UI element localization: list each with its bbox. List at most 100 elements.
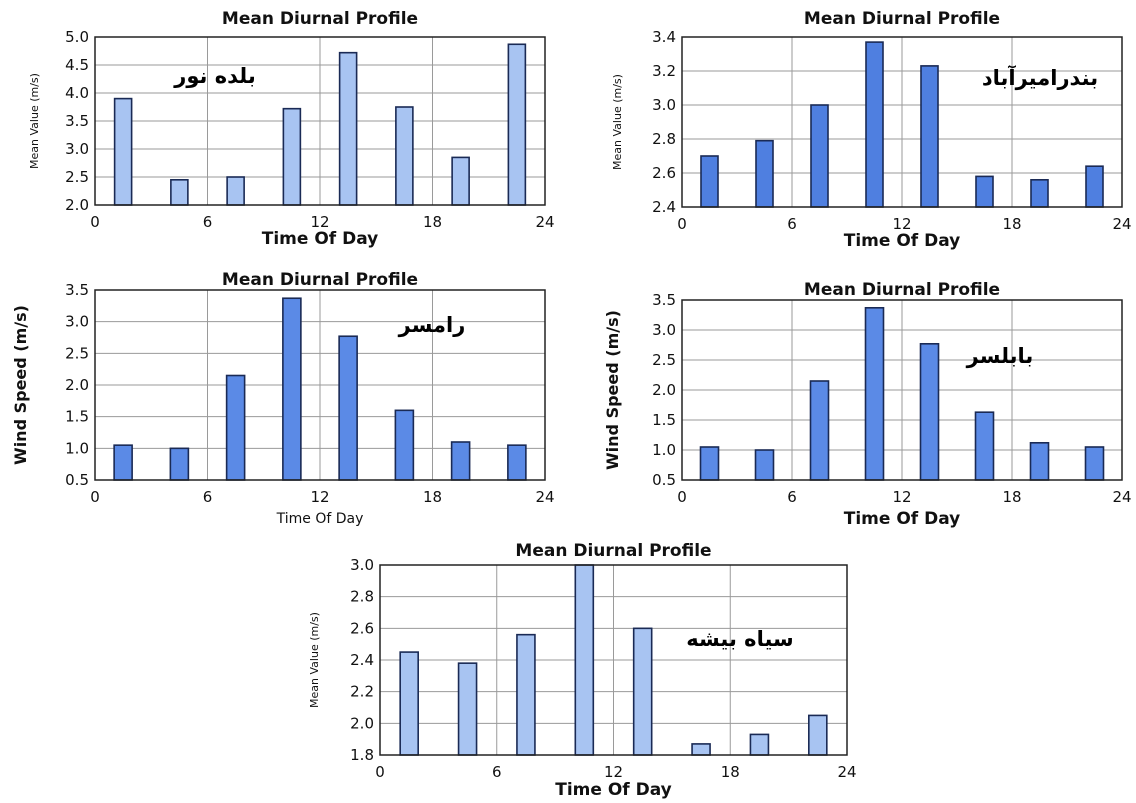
y-tick-label: 3.0 <box>65 140 89 158</box>
chart-panel-4: 0.5 1.0 1.5 2.0 2.5 3.0 3.5 0 6 12 18 24 Mean Diurna… <box>603 280 1132 529</box>
plot-frame <box>94 36 546 206</box>
bar <box>395 106 414 206</box>
plot-frame <box>681 36 1123 208</box>
x-tick-label: 24 <box>1112 488 1131 506</box>
y-axis-label: Mean Value (m/s) <box>611 74 624 170</box>
y-tick-label: 3.2 <box>652 62 676 80</box>
bar <box>225 374 246 481</box>
x-tick-label: 0 <box>90 488 100 506</box>
x-tick-label: 18 <box>1002 488 1021 506</box>
y-axis-label: Mean Value (m/s) <box>28 73 41 169</box>
x-tick-label: 24 <box>837 763 856 781</box>
y-tick-label: 3.4 <box>652 28 676 46</box>
bar <box>457 662 478 756</box>
bar <box>864 306 885 481</box>
y-tick-label: 2.0 <box>350 714 374 732</box>
bar <box>974 411 995 481</box>
x-tick-label: 6 <box>492 763 502 781</box>
bar <box>754 449 775 481</box>
x-tick-label: 24 <box>535 213 554 231</box>
bar <box>1085 165 1104 208</box>
station-name-label: بابلسر <box>966 344 1034 368</box>
bar <box>507 43 527 206</box>
bar <box>169 447 190 481</box>
x-tick-label: 18 <box>423 488 442 506</box>
bar <box>809 380 830 481</box>
y-tick-label: 2.6 <box>350 619 374 637</box>
y-axis-label: Wind Speed (m/s) <box>11 305 30 465</box>
bar <box>755 139 774 208</box>
y-tick-label: 2.5 <box>65 168 89 186</box>
y-tick-label: 3.5 <box>652 291 676 309</box>
y-tick-label: 2.4 <box>350 651 374 669</box>
y-tick-label: 0.5 <box>652 471 676 489</box>
y-tick-label: 3.0 <box>652 96 676 114</box>
y-tick-label: 3.5 <box>65 112 89 130</box>
bar <box>810 104 829 208</box>
y-tick-label: 2.5 <box>652 351 676 369</box>
x-axis-label: Time Of Day <box>555 780 672 800</box>
bar <box>975 175 994 208</box>
y-tick-label: 4.0 <box>65 84 89 102</box>
x-tick-label: 12 <box>892 215 911 233</box>
station-name-label: رامسر <box>398 313 466 337</box>
y-tick-label: 3.0 <box>652 321 676 339</box>
bar <box>507 444 527 481</box>
bar <box>749 733 770 756</box>
y-tick-label: 3.0 <box>350 556 374 574</box>
x-tick-label: 6 <box>787 488 797 506</box>
y-tick-label: 2.5 <box>65 344 89 362</box>
bar <box>170 179 189 206</box>
y-axis-label: Mean Value (m/s) <box>308 612 321 708</box>
chart-panel-3: 0.5 1.0 1.5 2.0 2.5 3.0 3.5 0 6 12 18 24 Mean Diurna… <box>11 270 555 527</box>
x-tick-label: 24 <box>535 488 554 506</box>
y-tick-label: 2.0 <box>652 381 676 399</box>
bar <box>699 446 720 481</box>
y-tick-label: 1.0 <box>65 439 89 457</box>
x-tick-label: 18 <box>721 763 740 781</box>
chart-title: Mean Diurnal Profile <box>222 9 418 29</box>
chart-panel-2: 2.4 2.6 2.8 3.0 3.2 3.4 0 6 12 18 24 Mean Diurnal P… <box>611 9 1132 251</box>
x-axis-label: Time Of Day <box>276 511 364 527</box>
x-axis-label: Time Of Day <box>262 229 379 249</box>
x-tick-label: 0 <box>90 213 100 231</box>
chart-panel-5: 1.8 2.0 2.2 2.4 2.6 2.8 3.0 0 6 12 18 24 Mean Diurna… <box>308 541 857 800</box>
y-tick-label: 1.5 <box>65 408 89 426</box>
y-tick-label: 4.5 <box>65 56 89 74</box>
y-tick-label: 3.5 <box>65 281 89 299</box>
x-tick-label: 24 <box>1112 215 1131 233</box>
y-tick-label: 2.0 <box>65 196 89 214</box>
x-tick-label: 18 <box>423 213 442 231</box>
x-tick-label: 12 <box>310 488 329 506</box>
bar <box>399 651 419 756</box>
bar <box>808 714 828 756</box>
x-tick-label: 0 <box>375 763 385 781</box>
bar <box>1084 446 1105 481</box>
bar <box>1030 179 1049 208</box>
x-axis-label: Time Of Day <box>844 231 961 251</box>
x-tick-label: 12 <box>604 763 623 781</box>
bar <box>700 155 719 208</box>
bar <box>574 564 595 756</box>
station-name-label: سیاه بیشه <box>686 627 793 651</box>
chart-title: Mean Diurnal Profile <box>804 280 1000 300</box>
bar <box>450 441 471 481</box>
plot-frame <box>379 564 848 756</box>
plot-frame <box>681 299 1123 481</box>
y-tick-label: 0.5 <box>65 471 89 489</box>
bar <box>338 51 358 206</box>
bar <box>632 627 653 756</box>
chart-title: Mean Diurnal Profile <box>804 9 1000 29</box>
bar <box>1029 441 1050 481</box>
bar <box>113 97 133 206</box>
station-name-label: بلده نور <box>173 64 255 88</box>
bar <box>394 409 415 481</box>
bar <box>338 335 358 481</box>
y-tick-label: 2.6 <box>652 164 676 182</box>
y-tick-label: 1.0 <box>652 441 676 459</box>
y-tick-label: 2.2 <box>350 683 374 701</box>
bar <box>919 342 940 481</box>
x-tick-label: 18 <box>1002 215 1021 233</box>
y-tick-label: 2.4 <box>652 198 676 216</box>
